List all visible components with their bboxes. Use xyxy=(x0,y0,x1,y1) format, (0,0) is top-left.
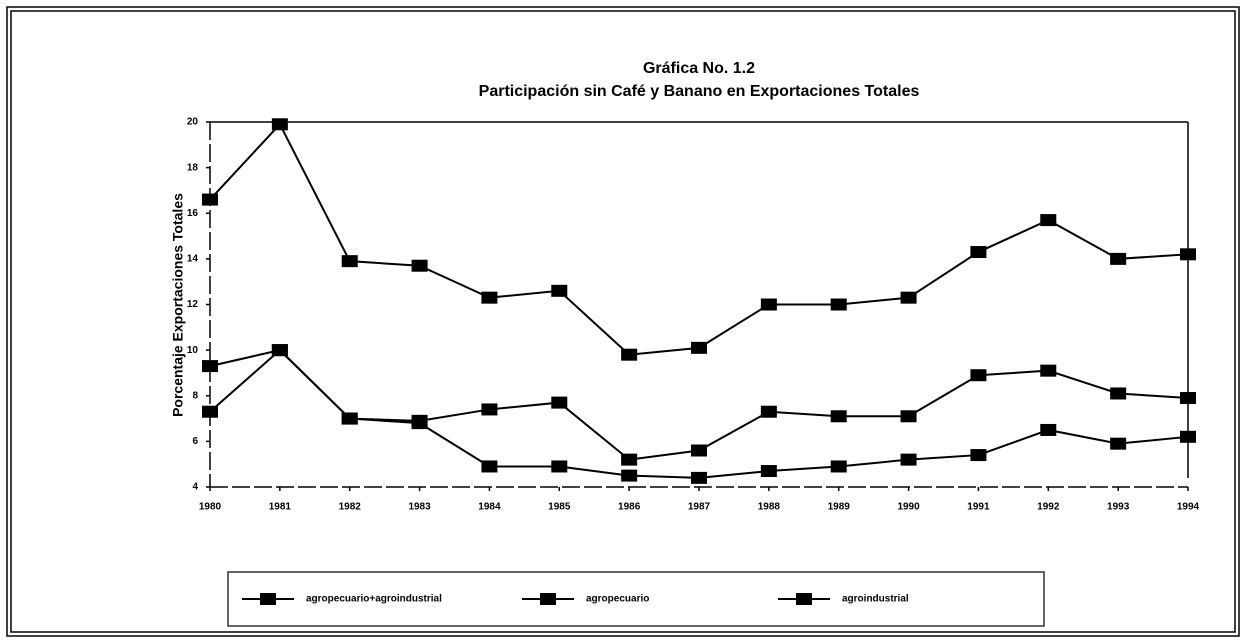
legend-marker xyxy=(540,593,556,605)
point-marker xyxy=(551,396,568,409)
point-marker xyxy=(760,465,777,478)
point-marker xyxy=(481,460,498,473)
point-marker xyxy=(970,246,987,259)
point-marker xyxy=(970,449,987,462)
x-tick-label: 1989 xyxy=(828,502,851,513)
inner-frame xyxy=(10,10,1236,633)
legend-marker xyxy=(796,593,812,605)
y-axis-label: Porcentaje Exportaciones Totales xyxy=(170,193,186,417)
series-line xyxy=(209,122,1189,356)
y-tick-label: 4 xyxy=(192,482,198,493)
point-marker xyxy=(691,341,707,354)
point-marker xyxy=(830,298,847,311)
y-tick-label: 6 xyxy=(192,436,198,447)
point-marker xyxy=(760,405,777,418)
point-marker xyxy=(411,417,428,430)
x-tick-label: 1982 xyxy=(339,502,362,513)
point-marker xyxy=(691,444,707,457)
legend-marker xyxy=(260,593,276,605)
point-marker xyxy=(1110,252,1127,265)
y-tick-label: 10 xyxy=(187,345,199,356)
point-marker xyxy=(1040,364,1057,377)
point-marker xyxy=(1180,392,1196,405)
point-marker xyxy=(411,259,428,272)
x-tick-label: 1980 xyxy=(199,502,222,513)
point-marker xyxy=(202,405,218,418)
point-marker xyxy=(271,344,288,357)
legend-label: agroindustrial xyxy=(842,594,909,605)
point-marker xyxy=(621,348,638,361)
x-tick-label: 1985 xyxy=(548,502,571,513)
x-tick-label: 1991 xyxy=(967,502,990,513)
x-tick-label: 1994 xyxy=(1177,502,1200,513)
point-marker xyxy=(1180,430,1196,443)
x-tick-label: 1986 xyxy=(618,502,641,513)
point-marker xyxy=(1180,248,1196,261)
legend-label: agropecuario xyxy=(586,594,649,605)
point-marker xyxy=(1040,423,1057,436)
point-marker xyxy=(621,453,638,466)
outer-frame xyxy=(6,6,1240,637)
point-marker xyxy=(970,369,987,382)
point-marker xyxy=(830,460,847,473)
point-marker xyxy=(481,403,498,416)
point-marker xyxy=(1040,214,1057,227)
chart-subtitle: Participación sin Café y Banano en Expor… xyxy=(479,83,920,100)
y-tick-label: 14 xyxy=(187,254,199,265)
point-marker xyxy=(900,410,917,423)
legend-box xyxy=(227,571,1045,627)
y-tick-label: 8 xyxy=(192,390,198,401)
point-marker xyxy=(551,460,568,473)
point-marker xyxy=(691,471,707,484)
x-tick-label: 1988 xyxy=(758,502,781,513)
y-tick-label: 18 xyxy=(187,162,199,173)
point-marker xyxy=(481,291,498,304)
point-marker xyxy=(202,193,218,206)
y-tick-label: 16 xyxy=(187,208,199,219)
y-tick-label: 12 xyxy=(187,299,199,310)
point-marker xyxy=(830,410,847,423)
x-tick-label: 1993 xyxy=(1107,502,1130,513)
point-marker xyxy=(900,291,917,304)
point-marker xyxy=(1110,387,1127,400)
point-marker xyxy=(271,118,288,131)
x-tick-label: 1987 xyxy=(688,502,711,513)
point-marker xyxy=(621,469,638,482)
x-tick-label: 1984 xyxy=(478,502,501,513)
y-tick-label: 20 xyxy=(187,117,199,128)
legend-label: agropecuario+agroindustrial xyxy=(306,594,442,605)
point-marker xyxy=(760,298,777,311)
point-marker xyxy=(202,360,218,373)
point-marker xyxy=(900,453,917,466)
point-marker xyxy=(551,284,568,297)
x-tick-label: 1990 xyxy=(897,502,920,513)
chart-title: Gráfica No. 1.2 xyxy=(643,60,755,77)
x-tick-label: 1981 xyxy=(269,502,292,513)
x-tick-label: 1983 xyxy=(408,502,431,513)
point-marker xyxy=(341,412,358,425)
point-marker xyxy=(341,255,358,268)
point-marker xyxy=(1110,437,1127,450)
x-tick-label: 1992 xyxy=(1037,502,1060,513)
